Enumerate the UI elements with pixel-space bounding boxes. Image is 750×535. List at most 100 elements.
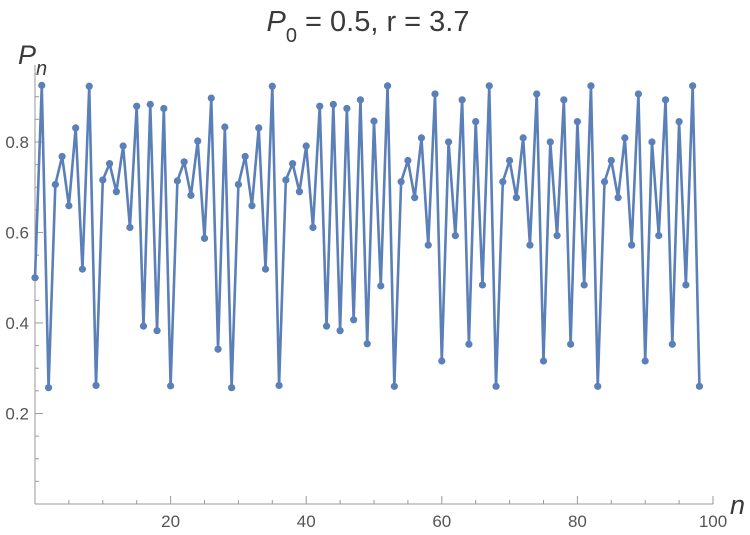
- data-point: [587, 82, 595, 90]
- data-point: [160, 104, 168, 113]
- data-point: [397, 178, 405, 186]
- data-point: [689, 82, 697, 90]
- data-point: [519, 134, 527, 142]
- data-point: [356, 96, 365, 104]
- data-point: [546, 138, 554, 146]
- data-point: [506, 156, 514, 165]
- data-point: [282, 176, 290, 184]
- data-point: [268, 82, 276, 90]
- data-point: [78, 265, 87, 273]
- data-point: [99, 176, 107, 184]
- data-point: [600, 178, 609, 186]
- data-point: [682, 281, 690, 289]
- x-tick-label: 20: [161, 512, 180, 531]
- ticks: 20 40 60 80 100 0.2 0.4 0.6 0.8: [5, 73, 727, 531]
- data-point: [187, 191, 195, 199]
- data-point: [72, 124, 80, 132]
- data-point: [383, 82, 392, 90]
- data-point: [553, 232, 561, 240]
- x-tick-label: 60: [432, 512, 451, 531]
- y-tick-label: 0.4: [5, 314, 29, 333]
- data-point: [241, 152, 249, 161]
- data-point: [275, 381, 283, 390]
- data-point: [173, 177, 181, 185]
- data-point: [417, 134, 426, 142]
- data-point: [370, 117, 378, 125]
- data-point: [363, 340, 371, 348]
- data-point: [472, 117, 480, 126]
- data-point: [431, 90, 439, 98]
- data-point: [200, 234, 209, 242]
- data-point: [234, 180, 242, 189]
- data-point: [580, 281, 588, 289]
- x-tick-label: 40: [297, 512, 316, 531]
- data-point: [485, 82, 493, 90]
- data-point: [668, 340, 676, 348]
- data-point: [153, 327, 161, 335]
- y-tick-label: 0.6: [5, 223, 29, 242]
- data-point: [51, 180, 59, 189]
- data-point: [133, 102, 141, 110]
- data-point: [221, 123, 229, 131]
- data-point: [444, 138, 453, 146]
- data-point: [465, 340, 473, 348]
- data-point: [309, 223, 317, 232]
- data-point: [139, 322, 148, 330]
- data-point: [105, 160, 114, 168]
- data-point: [329, 100, 337, 108]
- data-point: [302, 142, 310, 150]
- data-point: [607, 156, 615, 165]
- data-point: [295, 188, 304, 196]
- data-point: [695, 382, 704, 390]
- y-tick-label: 0.8: [5, 133, 29, 152]
- data-point: [628, 241, 636, 249]
- data-point: [533, 90, 541, 98]
- data-point: [655, 232, 663, 240]
- data-point: [261, 265, 270, 273]
- data-point: [539, 357, 548, 365]
- data-point: [228, 384, 236, 392]
- x-tick-label: 100: [699, 512, 727, 531]
- data-point: [92, 381, 100, 390]
- data-point: [248, 202, 256, 210]
- data-point: [438, 357, 446, 365]
- chart-title: P0 = 0.5, r = 3.7: [267, 6, 470, 47]
- data-point: [648, 138, 656, 146]
- data-point: [634, 90, 643, 98]
- data-point: [404, 156, 412, 165]
- data-point: [675, 117, 683, 126]
- data-point: [112, 188, 120, 196]
- data-point: [390, 382, 398, 390]
- data-point: [451, 232, 459, 240]
- data-point: [65, 202, 73, 210]
- data-point: [512, 194, 520, 202]
- data-point: [214, 345, 222, 353]
- data-point: [560, 96, 568, 104]
- data-point: [58, 152, 66, 161]
- data-point: [350, 316, 358, 324]
- data-point: [526, 241, 534, 249]
- data-point: [411, 194, 419, 202]
- data-point: [458, 96, 466, 104]
- data-point: [478, 281, 487, 289]
- y-axis-label: Pn: [18, 40, 47, 80]
- data-point: [167, 382, 175, 390]
- data-point: [207, 94, 215, 102]
- data-point: [499, 178, 507, 186]
- data-point: [336, 327, 344, 335]
- data-point: [255, 124, 263, 132]
- data-point: [316, 102, 324, 110]
- data-point: [119, 142, 127, 150]
- data-point: [641, 357, 649, 365]
- series-layer: [31, 81, 704, 392]
- data-point: [126, 223, 134, 232]
- x-tick-label: 80: [568, 512, 587, 531]
- data-point: [573, 117, 582, 126]
- x-axis-label: n: [730, 490, 745, 520]
- data-point: [343, 104, 351, 113]
- data-point: [322, 322, 331, 330]
- y-tick-label: 0.2: [5, 404, 29, 423]
- data-point: [377, 282, 385, 290]
